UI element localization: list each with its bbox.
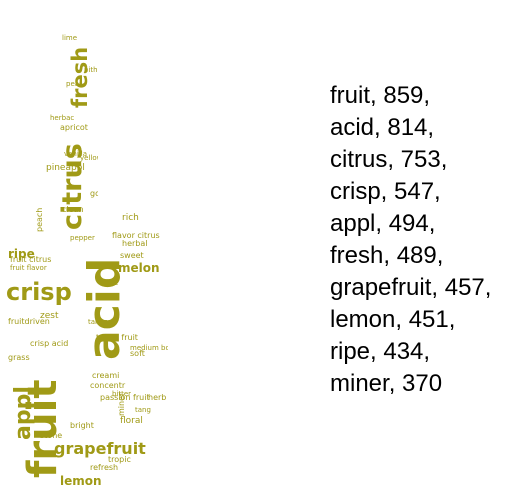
cloud-word: rich: [122, 213, 139, 223]
cloud-word: pith: [84, 66, 98, 74]
cloud-word: sweet: [120, 251, 144, 260]
frequency-item: grapefruit, 457,: [330, 274, 492, 301]
cloud-word: bitter: [112, 390, 131, 398]
cloud-word-citrus: citrus: [57, 143, 88, 230]
cloud-word: zest: [40, 311, 59, 321]
cloud-word: tangerin: [88, 318, 117, 326]
cloud-word: grass: [8, 353, 30, 362]
cloud-word-ripe: ripe: [8, 247, 35, 261]
frequency-item: fresh, 489,: [330, 242, 444, 269]
cloud-word: tang: [135, 406, 151, 414]
cloud-word: tropic: [108, 455, 131, 464]
cloud-word: lime: [62, 34, 77, 42]
cloud-word-melon: melon: [118, 261, 160, 275]
cloud-word: fruit flavor: [10, 264, 47, 272]
cloud-word-fresh: fresh: [68, 47, 92, 108]
cloud-word: floral: [120, 416, 143, 426]
cloud-word: gooseberri: [90, 189, 133, 198]
cloud-word-fruit: fruit: [20, 380, 66, 478]
cloud-word: spice: [100, 279, 118, 287]
cloud-word-lemon: lemon: [60, 474, 102, 488]
bottle-word-cloud: pineappl gooseberri rich clean peach flavor c…: [6, 34, 176, 488]
frequency-item: appl, 494,: [330, 210, 436, 237]
cloud-word-appl: appl: [11, 386, 36, 440]
frequency-item: miner, 370: [330, 370, 443, 397]
frequency-item: ripe, 434,: [330, 338, 431, 365]
cloud-word: bright: [70, 421, 94, 430]
frequency-item: acid, 814,: [330, 114, 435, 141]
cloud-word: herbac: [50, 114, 74, 122]
cloud-word: creami: [92, 371, 119, 380]
cloud-word: medium bodi: [130, 344, 176, 352]
cloud-word: miner: [117, 392, 126, 416]
cloud-word: passion fruit: [100, 393, 150, 402]
frequency-item: fruit, 859,: [330, 82, 431, 109]
cloud-word: fruitdriven: [8, 317, 50, 326]
cloud-word: tropic fruit: [96, 333, 138, 342]
cloud-word: vanilla: [64, 150, 87, 158]
word-frequency-list: fruit, 859, acid, 814, citrus, 753, crisp, …: [330, 80, 491, 400]
cloud-word: refresh: [90, 463, 118, 472]
cloud-word: stone: [40, 431, 62, 440]
cloud-word: flavor citrus: [112, 231, 160, 240]
cloud-word: pear: [66, 80, 82, 88]
cloud-word: pineappl: [46, 163, 85, 173]
frequency-item: citrus, 753,: [330, 146, 448, 173]
cloud-word-crisp: crisp: [6, 278, 72, 306]
cloud-word: herb: [148, 393, 166, 402]
cloud-word-acid: acid: [79, 258, 130, 360]
cloud-word: concentr: [90, 381, 126, 390]
cloud-word-grapefruit: grapefruit: [54, 439, 146, 458]
cloud-word: yellow: [80, 154, 103, 162]
cloud-word: pepper: [70, 234, 95, 242]
cloud-word: apricot: [60, 123, 88, 132]
cloud-word: soft: [130, 349, 145, 358]
cloud-word: peach: [35, 208, 44, 232]
frequency-item: crisp, 547,: [330, 178, 441, 205]
cloud-word: herbal: [122, 239, 147, 248]
cloud-word: crisp acid: [30, 339, 68, 348]
cloud-word: clean: [62, 205, 84, 214]
frequency-item: lemon, 451,: [330, 306, 456, 333]
cloud-word: fruit citrus: [10, 255, 51, 264]
